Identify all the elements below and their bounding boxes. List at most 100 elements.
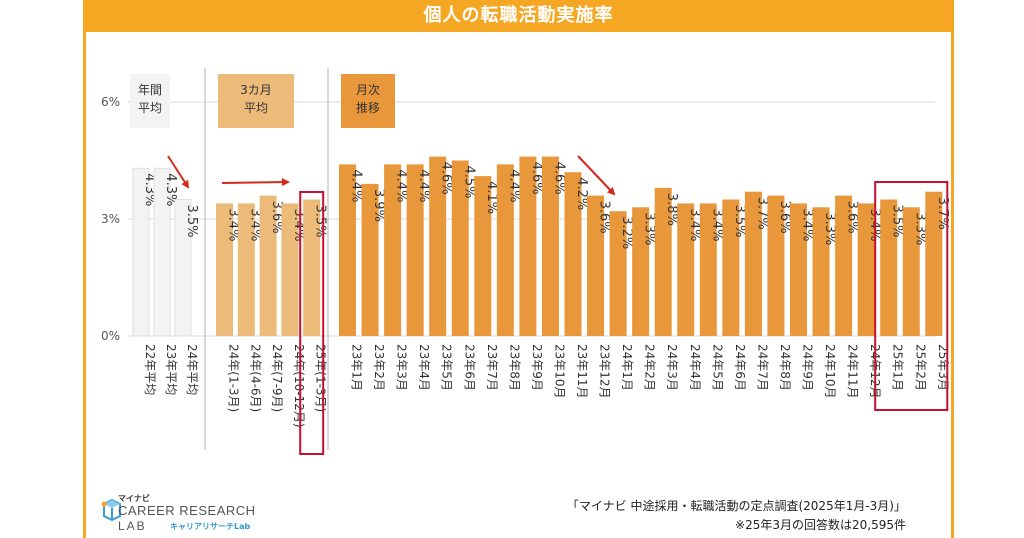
bar-value-label: 4.6% [439, 162, 454, 195]
category-label: 25年(1-3月) [314, 344, 328, 412]
monthly-bar [902, 207, 920, 336]
category-label: 23年5月 [440, 344, 454, 391]
y-tick-label: 3% [101, 212, 120, 226]
group-label: 3カ月 [240, 83, 272, 97]
logo-subtitle: キャリアリサーチLab [170, 522, 251, 531]
group-label: 年間 [138, 83, 162, 97]
quarterly-bar [259, 195, 277, 336]
category-label: 22年平均 [143, 344, 157, 395]
monthly-bar [339, 164, 356, 336]
category-label: 23年1月 [350, 344, 364, 391]
bar-value-label: 3.5% [732, 205, 747, 238]
trend-arrow [577, 155, 616, 196]
annual-bar [132, 167, 150, 337]
bar-value-label: 4.5% [461, 166, 476, 199]
bar-value-label: 3.5% [890, 205, 905, 238]
monthly-bar [632, 207, 650, 336]
group-label-box [341, 74, 395, 128]
group-label: 推移 [356, 101, 380, 115]
category-label: 23年平均 [164, 344, 178, 395]
monthly-bar [790, 203, 807, 336]
bar-value-label: 3.5% [313, 205, 328, 238]
bar-value-label: 3.9% [371, 189, 386, 222]
group-label: 平均 [244, 101, 268, 115]
monthly-bar [857, 203, 875, 336]
bar-value-label: 3.8% [664, 193, 679, 226]
bar-value-label: 4.3% [163, 173, 178, 206]
bar-value-label: 3.6% [777, 201, 792, 234]
monthly-bar [361, 183, 379, 336]
chart-frame [83, 0, 954, 538]
logo-lab: LAB [118, 519, 147, 533]
monthly-bar [496, 164, 514, 336]
category-label: 24年9月 [801, 344, 815, 391]
category-label: 24年(10-12月) [292, 344, 306, 428]
monthly-bar [406, 164, 424, 336]
highlight-box [299, 191, 325, 455]
highlight-box [874, 181, 949, 411]
trend-arrow [167, 155, 190, 189]
bar-value-label: 3.3% [822, 212, 837, 245]
category-label: 24年11月 [846, 344, 860, 399]
monthly-bar [564, 172, 582, 336]
bar-value-label: 3.3% [912, 212, 927, 245]
category-label: 23年12月 [598, 344, 612, 399]
category-label: 23年3月 [395, 344, 409, 391]
category-label: 24年1月 [620, 344, 634, 391]
bar-value-label: 3.7% [754, 197, 769, 230]
bar-value-label: 4.6% [551, 162, 566, 195]
category-label: 24年(4-6月) [248, 344, 262, 412]
quarterly-bar [281, 203, 299, 336]
bar-value-label: 3.6% [269, 201, 284, 234]
category-label: 24年5月 [710, 344, 724, 391]
bar-value-label: 4.4% [394, 169, 409, 202]
group-label-box [218, 74, 294, 128]
chart-title: 個人の転職活動実施率 [83, 0, 954, 32]
bar-value-label: 3.2% [619, 216, 634, 249]
category-label: 23年11月 [575, 344, 589, 399]
logo-brand: マイナビ [118, 494, 150, 503]
group-label: 平均 [138, 101, 162, 115]
bar-value-label: 3.6% [845, 201, 860, 234]
cube-logo-icon [101, 498, 121, 522]
category-label: 23年4月 [417, 344, 431, 391]
category-label: 24年2月 [643, 344, 657, 391]
bar-value-label: 4.1% [484, 181, 499, 214]
category-label: 24年3月 [665, 344, 679, 391]
category-label: 23年2月 [372, 344, 386, 391]
respondent-note: ※25年3月の回答数は20,595件 [735, 518, 906, 532]
monthly-bar [474, 176, 492, 336]
monthly-bar [925, 191, 943, 336]
monthly-bar [654, 187, 672, 336]
annual-bar [174, 199, 192, 337]
monthly-bar [519, 156, 537, 336]
category-label: 24年7月 [755, 344, 769, 391]
category-label: 24年(7-9月) [270, 344, 284, 412]
bar-value-label: 4.4% [416, 169, 431, 202]
bar-value-label: 3.5% [184, 205, 199, 238]
monthly-bar [767, 195, 785, 336]
category-label: 23年10月 [552, 344, 566, 399]
category-label: 23年8月 [507, 344, 521, 391]
bar-value-label: 3.4% [247, 208, 262, 241]
category-label: 23年6月 [462, 344, 476, 391]
bar-value-label: 3.4% [226, 208, 241, 241]
bar-value-label: 3.4% [687, 208, 702, 241]
group-label: 月次 [356, 83, 380, 97]
category-label: 24年平均 [185, 344, 199, 395]
category-label: 23年9月 [530, 344, 544, 391]
category-label: 24年6月 [733, 344, 747, 391]
y-tick-label: 0% [101, 329, 120, 343]
annual-bar [153, 167, 171, 337]
monthly-bar [880, 199, 898, 336]
monthly-bar [722, 199, 740, 336]
bar-value-label: 4.4% [506, 169, 521, 202]
category-label: 25年3月 [936, 344, 950, 391]
bar-value-label: 3.7% [935, 197, 950, 230]
monthly-bar [541, 156, 559, 336]
monthly-bar [609, 211, 627, 336]
monthly-bar [744, 191, 762, 336]
bar-value-label: 3.4% [800, 208, 815, 241]
category-label: 24年8月 [778, 344, 792, 391]
